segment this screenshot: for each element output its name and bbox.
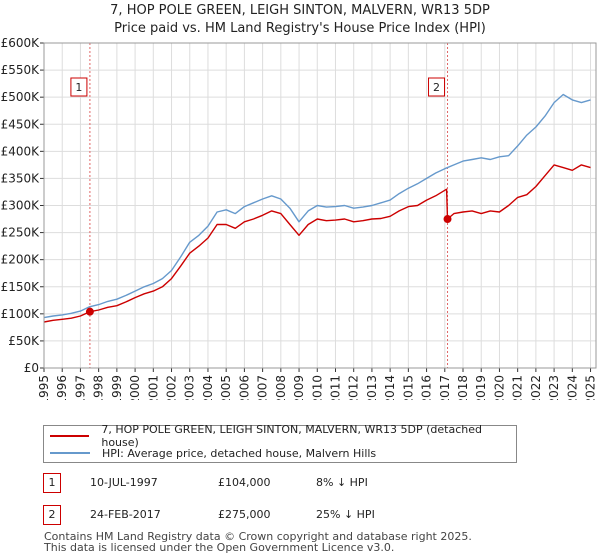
x-tick-label: 2020 xyxy=(492,375,506,400)
x-tick-label: 2024 xyxy=(565,375,579,400)
grid xyxy=(43,42,596,369)
x-tick-label: 2007 xyxy=(256,375,270,400)
x-tick-label: 2000 xyxy=(128,375,142,400)
x-tick-label: 2014 xyxy=(383,375,397,400)
legend-label-property: 7, HOP POLE GREEN, LEIGH SINTON, MALVERN… xyxy=(101,423,482,449)
series-lines xyxy=(43,93,591,323)
sale-points xyxy=(85,215,452,316)
sale-point xyxy=(443,215,452,224)
transaction-badge: 2 xyxy=(43,505,61,525)
x-tick-label: 2022 xyxy=(529,375,543,400)
marker-badge-label: 2 xyxy=(433,81,440,94)
legend-swatch-hpi xyxy=(50,452,90,454)
axes: £0 £50K £100K £150K £200K £250K £300K £350K £400… xyxy=(1,36,598,400)
y-tick-label: £100K xyxy=(1,307,41,321)
y-tick-label: £200K xyxy=(1,253,41,267)
x-tick-label: 2025 xyxy=(584,375,598,400)
x-tick-label: 2008 xyxy=(274,375,288,400)
marker-badge-label: 1 xyxy=(75,81,82,94)
x-tick-label: 2015 xyxy=(401,375,415,400)
x-tick-label: 1997 xyxy=(73,375,87,400)
transaction-hpi-delta: 8% ↓ HPI xyxy=(316,476,368,489)
x-tick-label: 2017 xyxy=(438,375,452,400)
y-tick-label: £300K xyxy=(1,199,41,213)
footer-licence: This data is licensed under the Open Gov… xyxy=(44,541,395,554)
x-tick-label: 2013 xyxy=(365,375,379,400)
y-tick-label: £500K xyxy=(1,90,41,104)
x-tick-label: 1996 xyxy=(55,375,69,400)
x-tick-label: 2005 xyxy=(219,375,233,400)
x-tick-label: 2018 xyxy=(456,375,470,400)
transaction-badge: 1 xyxy=(43,473,61,493)
transaction-price: £104,000 xyxy=(218,476,271,489)
x-tick-label: 2016 xyxy=(420,375,434,400)
x-tick-label: 2001 xyxy=(146,375,160,400)
x-tick-label: 2002 xyxy=(165,375,179,400)
x-tick-label: 2019 xyxy=(474,375,488,400)
footer: Contains HM Land Registry data © Crown c… xyxy=(44,531,472,553)
legend-item-hpi: HPI: Average price, detached house, Malv… xyxy=(50,445,376,461)
property-price-line xyxy=(43,164,591,323)
x-tick-label: 2004 xyxy=(201,375,215,400)
x-tick-label: 2023 xyxy=(547,375,561,400)
footer-copyright: Contains HM Land Registry data © Crown c… xyxy=(44,530,472,543)
y-tick-label: £400K xyxy=(1,144,41,158)
x-tick-label: 2010 xyxy=(310,375,324,400)
legend-item-property: 7, HOP POLE GREEN, LEIGH SINTON, MALVERN… xyxy=(50,423,516,449)
y-tick-label: £50K xyxy=(8,334,40,348)
x-tick-label: 1999 xyxy=(110,375,124,400)
chart-subtitle: Price paid vs. HM Land Registry's House … xyxy=(114,21,486,36)
x-tick-label: 2012 xyxy=(347,375,361,400)
marker-badge xyxy=(428,77,446,97)
plot-border xyxy=(43,42,597,369)
chart-title: 7, HOP POLE GREEN, LEIGH SINTON, MALVERN… xyxy=(110,3,490,18)
marker-badge xyxy=(70,77,88,97)
y-tick-label: £350K xyxy=(1,171,41,185)
transaction-hpi-delta: 25% ↓ HPI xyxy=(316,508,375,521)
y-tick-label: £450K xyxy=(1,117,41,131)
x-tick-label: 1995 xyxy=(37,375,51,400)
sale-point xyxy=(85,307,94,316)
x-tick-label: 2021 xyxy=(511,375,525,400)
y-tick-label: £600K xyxy=(1,36,41,50)
transaction-date: 10-JUL-1997 xyxy=(90,476,158,489)
x-tick-label: 2009 xyxy=(292,375,306,400)
x-tick-label: 2003 xyxy=(183,375,197,400)
x-tick-label: 2011 xyxy=(328,375,342,400)
hpi-line xyxy=(43,93,591,319)
transaction-price: £275,000 xyxy=(218,508,271,521)
transaction-date: 24-FEB-2017 xyxy=(90,508,161,521)
legend-label-hpi: HPI: Average price, detached house, Malv… xyxy=(102,446,377,460)
y-tick-label: £550K xyxy=(1,63,41,77)
legend: 7, HOP POLE GREEN, LEIGH SINTON, MALVERN… xyxy=(43,423,517,463)
price-chart: £0 £50K £100K £150K £200K £250K £300K £350K £400… xyxy=(1,36,598,400)
y-tick-label: £250K xyxy=(1,226,41,240)
y-tick-label: £0 xyxy=(24,361,39,375)
x-tick-label: 1998 xyxy=(92,375,106,400)
x-tick-label: 2006 xyxy=(237,375,251,400)
legend-swatch-property xyxy=(50,435,90,437)
y-tick-label: £150K xyxy=(1,280,41,294)
